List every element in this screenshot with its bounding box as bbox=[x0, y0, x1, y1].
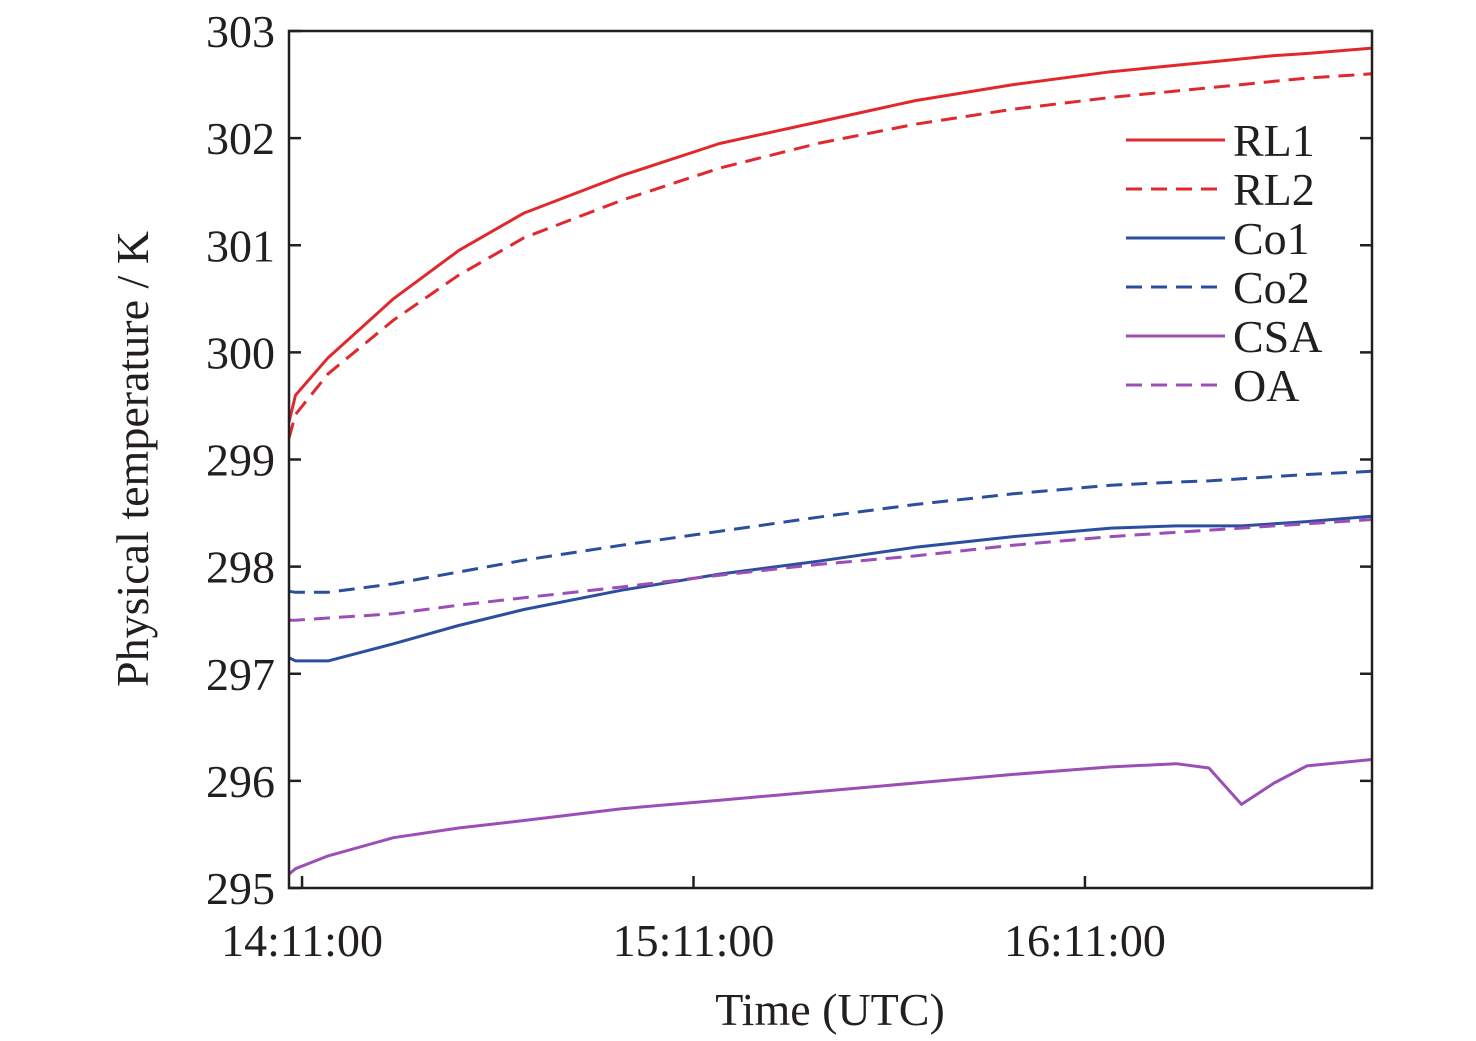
legend-label: RL2 bbox=[1233, 164, 1315, 215]
series-line-rl1 bbox=[287, 46, 1373, 423]
series-line-csa bbox=[288, 758, 1373, 876]
series-line-rl2 bbox=[287, 72, 1373, 439]
y-axis-label: Physical temperature / K bbox=[107, 231, 158, 687]
legend-item-rl2: RL2 bbox=[1126, 164, 1315, 215]
series-line-oa bbox=[289, 518, 1373, 622]
legend-label: Co2 bbox=[1233, 262, 1310, 313]
x-axis-label: Time (UTC) bbox=[715, 984, 945, 1035]
legend-label: OA bbox=[1233, 360, 1299, 411]
x-tick-label: 16:11:00 bbox=[1004, 915, 1166, 966]
y-tick-label: 297 bbox=[206, 649, 275, 700]
legend-item-csa: CSA bbox=[1126, 311, 1322, 362]
y-tick-label: 298 bbox=[206, 542, 275, 593]
y-tick-label: 302 bbox=[206, 113, 275, 164]
y-tick-label: 295 bbox=[206, 863, 275, 914]
legend-item-co1: Co1 bbox=[1126, 213, 1310, 264]
y-tick-label: 301 bbox=[206, 220, 275, 271]
series-line-co1 bbox=[288, 514, 1373, 663]
legend-item-oa: OA bbox=[1126, 360, 1299, 411]
plot-frame bbox=[287, 29, 1374, 890]
legend-label: RL1 bbox=[1233, 115, 1315, 166]
legend-label: CSA bbox=[1233, 311, 1322, 362]
y-tick-label: 299 bbox=[206, 435, 275, 486]
ticks-layer: 295 296 297 298 299 300 301 302 303 14:11:00 15:11… bbox=[206, 6, 1372, 966]
x-tick-label: 14:11:00 bbox=[221, 915, 383, 966]
x-tick-label: 15:11:00 bbox=[613, 915, 775, 966]
y-tick-label: 303 bbox=[206, 6, 275, 57]
y-tick-label: 296 bbox=[206, 756, 275, 807]
series-layer bbox=[287, 46, 1373, 876]
y-tick-label: 300 bbox=[206, 327, 275, 378]
legend-item-co2: Co2 bbox=[1126, 262, 1310, 313]
legend-label: Co1 bbox=[1233, 213, 1310, 264]
legend-item-rl1: RL1 bbox=[1126, 115, 1315, 166]
series-line-co2 bbox=[288, 469, 1373, 594]
